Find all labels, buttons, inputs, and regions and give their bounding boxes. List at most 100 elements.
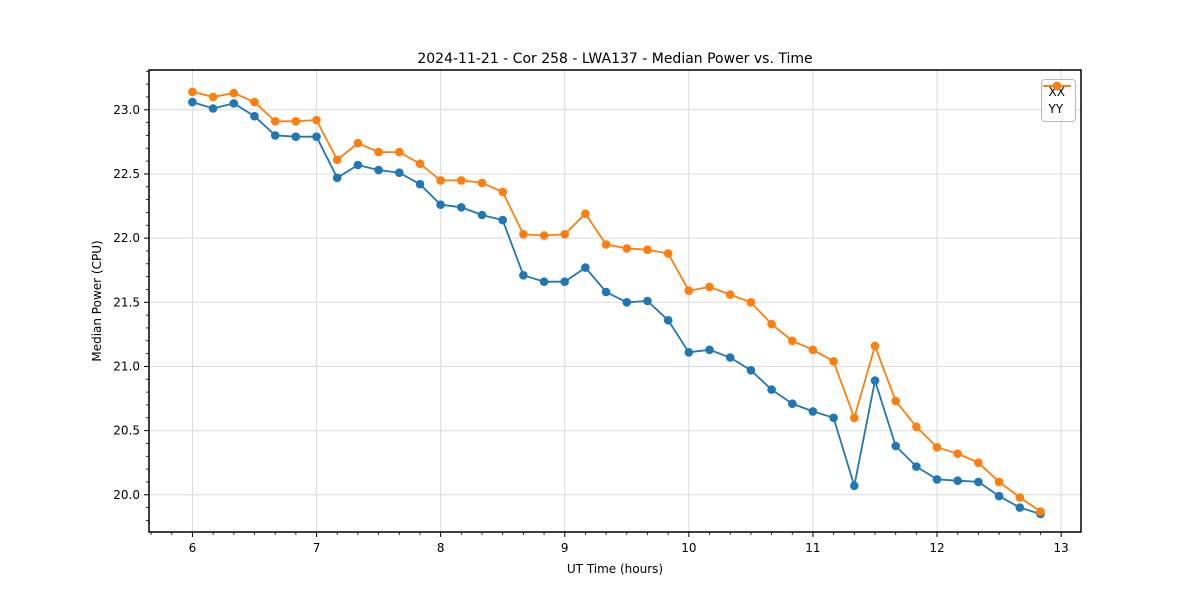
data-point-YY: [353, 138, 363, 148]
data-point-YY: [415, 159, 425, 168]
data-point-YY: [870, 341, 880, 351]
data-point-YY: [912, 422, 921, 432]
data-point-XX: [953, 476, 962, 486]
x-tick-label: 11: [805, 541, 820, 555]
legend-line-sample-icon: [1042, 81, 1071, 91]
y-axis-label: Median Power (CPU): [90, 240, 104, 362]
data-point-YY: [374, 147, 383, 157]
data-point-YY: [850, 413, 859, 423]
data-point-YY: [250, 97, 259, 107]
data-point-YY: [1036, 507, 1045, 516]
data-point-YY: [270, 117, 280, 126]
y-tick-label: 21.5: [113, 295, 140, 309]
data-point-YY: [291, 117, 301, 126]
y-tick-label: 20.0: [113, 488, 140, 502]
series-line-YY: [192, 90, 1042, 513]
data-point-XX: [767, 385, 776, 394]
data-point-XX: [229, 99, 239, 108]
data-point-YY: [622, 244, 632, 253]
legend-label: YY: [1048, 102, 1064, 116]
y-tick-label: 21.0: [113, 359, 140, 373]
data-point-XX: [539, 277, 549, 287]
data-point-YY: [188, 87, 197, 97]
data-point-XX: [208, 104, 218, 113]
data-point-XX: [312, 132, 321, 141]
data-point-XX: [519, 271, 528, 280]
data-point-YY: [829, 357, 838, 366]
data-point-YY: [229, 88, 239, 98]
data-point-XX: [870, 376, 880, 385]
x-tick-label: 10: [681, 541, 696, 555]
data-point-XX: [788, 399, 797, 409]
data-point-YY: [601, 240, 611, 249]
data-point-YY: [498, 187, 508, 197]
data-point-XX: [829, 413, 838, 423]
data-point-XX: [663, 316, 673, 325]
data-point-YY: [312, 115, 321, 125]
legend: XX YY: [1040, 79, 1076, 122]
data-point-XX: [974, 477, 983, 487]
data-point-XX: [291, 132, 301, 141]
data-point-XX: [477, 210, 487, 220]
data-point-YY: [1015, 493, 1025, 502]
x-tick-label: 12: [929, 541, 944, 555]
data-point-YY: [953, 449, 962, 459]
data-point-YY: [643, 245, 652, 254]
data-point-YY: [560, 230, 569, 239]
data-point-XX: [684, 348, 694, 357]
data-point-YY: [767, 319, 776, 329]
data-point-XX: [188, 97, 197, 107]
data-point-XX: [705, 345, 714, 355]
y-tick-label: 22.5: [113, 167, 140, 181]
data-point-YY: [208, 92, 218, 102]
data-point-XX: [932, 475, 942, 484]
data-point-YY: [436, 176, 445, 185]
y-tick-label: 22.0: [113, 231, 140, 245]
data-point-XX: [808, 407, 818, 416]
data-point-XX: [436, 200, 445, 209]
data-point-YY: [539, 231, 549, 240]
x-tick-label: 6: [189, 541, 197, 555]
chart-title: 2024-11-21 - Cor 258 - LWA137 - Median P…: [417, 51, 813, 67]
data-point-XX: [457, 203, 466, 212]
data-point-XX: [850, 481, 859, 491]
data-point-XX: [395, 168, 404, 177]
data-point-YY: [746, 298, 756, 307]
x-tick-label: 8: [437, 541, 445, 555]
data-point-XX: [912, 462, 921, 471]
data-point-XX: [560, 277, 569, 287]
y-tick-label: 20.5: [113, 424, 140, 438]
data-point-YY: [332, 155, 342, 165]
data-point-XX: [891, 441, 900, 451]
data-point-XX: [622, 298, 632, 307]
legend-item-YY: YY: [1042, 81, 1071, 116]
x-tick-label: 13: [1054, 541, 1069, 555]
data-point-XX: [270, 131, 280, 140]
data-point-YY: [663, 249, 673, 258]
data-point-YY: [891, 396, 900, 406]
data-point-YY: [788, 336, 797, 346]
data-point-XX: [994, 491, 1004, 501]
data-point-XX: [581, 263, 590, 272]
data-point-XX: [746, 366, 756, 375]
data-point-XX: [601, 287, 611, 297]
x-tick-label: 9: [561, 541, 569, 555]
data-point-XX: [498, 215, 508, 225]
data-point-YY: [725, 290, 735, 299]
data-point-YY: [457, 176, 466, 185]
data-point-YY: [684, 286, 694, 296]
data-point-XX: [643, 296, 652, 306]
series-line-XX: [192, 101, 1041, 515]
data-point-YY: [974, 458, 983, 468]
data-point-YY: [932, 443, 942, 452]
data-point-YY: [395, 147, 404, 157]
data-point-YY: [994, 477, 1004, 487]
y-tick-label: 23.0: [113, 103, 140, 117]
data-point-XX: [332, 173, 342, 183]
data-point-YY: [519, 230, 528, 239]
data-point-YY: [581, 209, 590, 218]
data-point-YY: [808, 345, 818, 355]
data-point-XX: [725, 353, 735, 362]
data-point-XX: [374, 165, 383, 175]
legend-label: XX: [1048, 85, 1065, 99]
